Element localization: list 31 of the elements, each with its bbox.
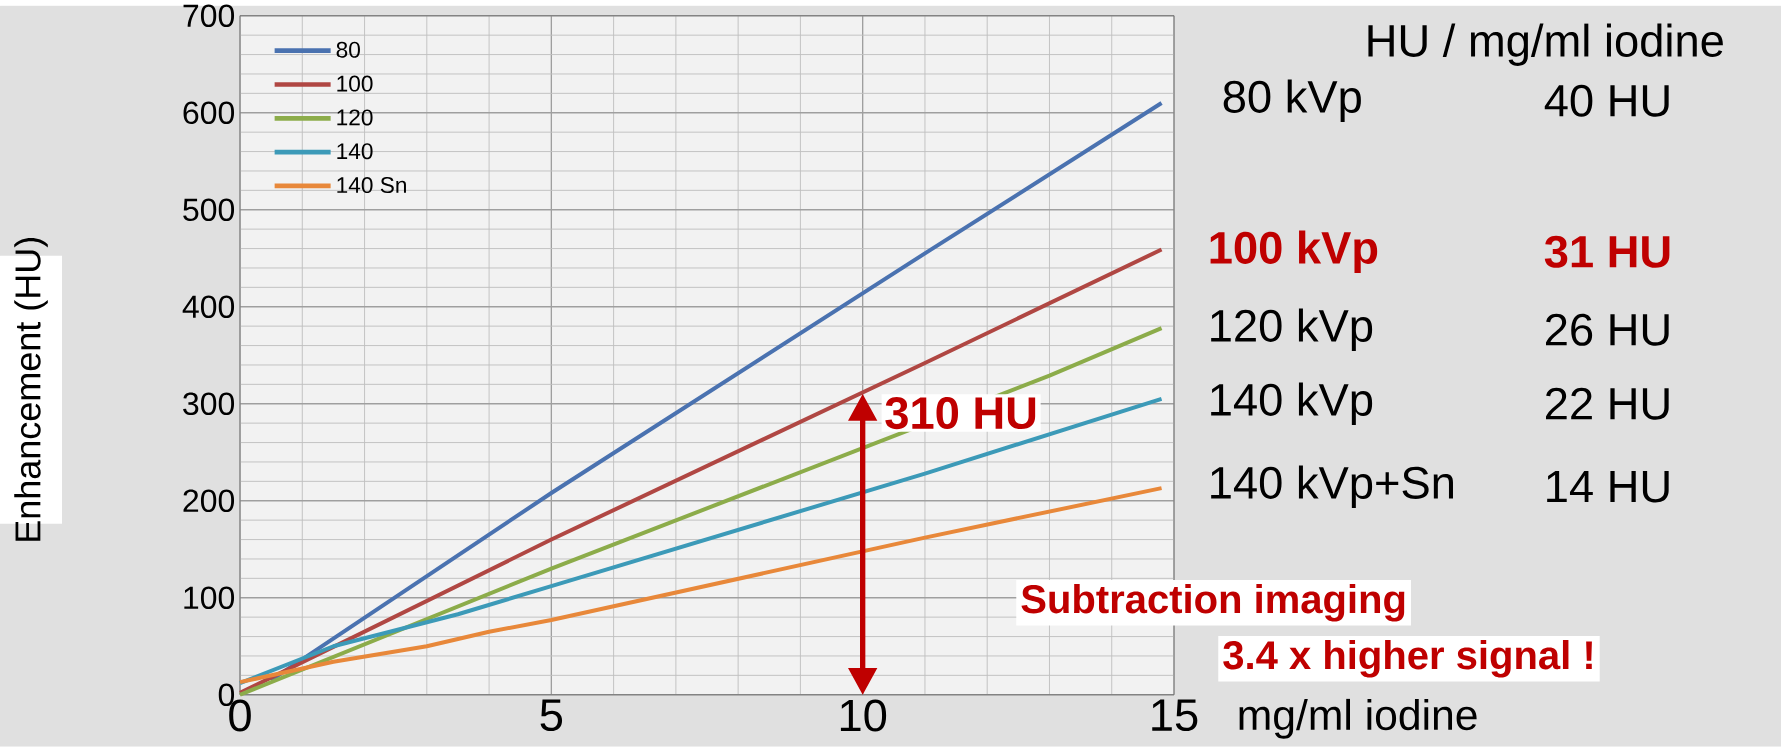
text: 3.4 x higher signal ! <box>1223 640 1592 678</box>
y-tick-label: 400 <box>182 295 235 319</box>
y-tick-label: 600 <box>183 101 235 125</box>
text: 22 HU <box>1546 387 1669 420</box>
x-tick-label: 5 <box>540 699 563 732</box>
text: 120 kVp <box>1211 308 1373 352</box>
text: 31 HU <box>1544 235 1670 268</box>
text: 40 HU <box>1544 84 1669 117</box>
y-tick-label: 300 <box>183 392 235 416</box>
text: 80 kVp <box>1223 79 1361 123</box>
text: 140 kVp+Sn <box>1211 465 1453 509</box>
x-axis-title: mg/ml iodine <box>1239 699 1477 739</box>
legend-label: 140 <box>337 143 373 160</box>
y-tick-label: 500 <box>183 198 235 222</box>
y-axis-title: Enhancement (HU) <box>14 238 48 541</box>
y-tick-label: 700 <box>183 4 235 28</box>
text: 100 kVp <box>1210 230 1378 274</box>
legend-label: 80 <box>336 41 360 58</box>
text: 14 HU <box>1547 471 1669 503</box>
y-tick-label: 100 <box>184 586 235 610</box>
text: 26 HU <box>1546 313 1669 346</box>
x-tick-label: 10 <box>840 699 887 732</box>
legend-label: 140 Sn <box>337 177 406 194</box>
x-tick-label: 15 <box>1152 699 1198 732</box>
legend-label: 100 <box>337 75 373 92</box>
annotation: Subtraction imaging <box>1021 584 1405 622</box>
y-tick-label: 200 <box>183 489 235 513</box>
text: 140 kVp <box>1211 382 1373 426</box>
legend-label: 120 <box>337 109 373 126</box>
annotation: 310 HU <box>885 397 1036 430</box>
text: HU / mg/ml iodine <box>1368 23 1723 67</box>
